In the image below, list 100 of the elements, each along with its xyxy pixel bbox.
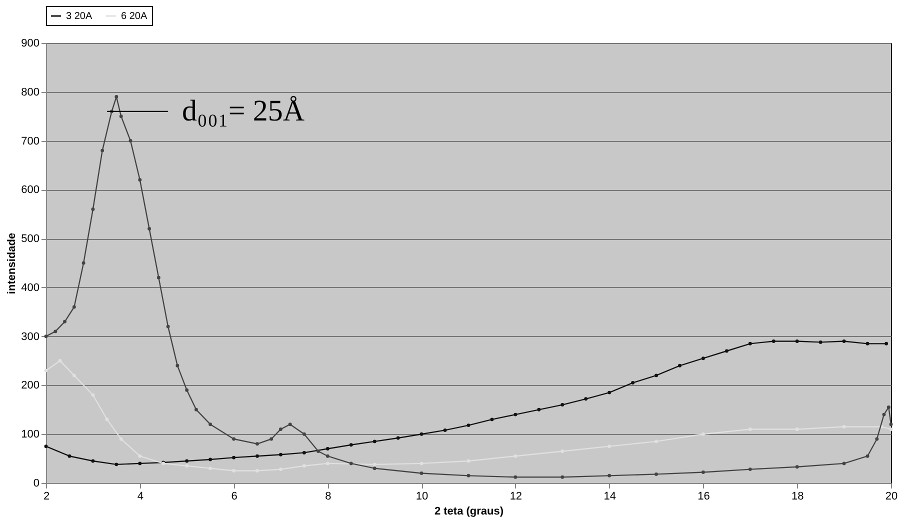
point (608, 474, 612, 478)
point (119, 114, 123, 118)
point (128, 139, 132, 143)
point (560, 475, 564, 479)
point (701, 432, 705, 436)
point (443, 428, 447, 432)
x-tick-label: 6 (231, 490, 238, 502)
point (882, 412, 886, 416)
point (232, 456, 236, 460)
point (372, 462, 376, 466)
point (889, 427, 893, 431)
point (349, 462, 353, 466)
point (678, 364, 682, 368)
point (396, 436, 400, 440)
point (795, 339, 799, 343)
y-tick-label: 400 (21, 282, 40, 294)
point (654, 472, 658, 476)
point (208, 458, 212, 462)
x-tick-label: 12 (510, 490, 522, 502)
point (748, 468, 752, 472)
point (490, 418, 494, 422)
point (316, 449, 320, 453)
point (514, 412, 518, 416)
point (100, 148, 104, 152)
x-tick-label: 16 (698, 490, 710, 502)
point (701, 470, 705, 474)
y-tick-label: 700 (21, 135, 40, 148)
x-tick-label: 4 (137, 490, 144, 502)
annotation: d₀₀₁= 25Å (182, 94, 305, 128)
x-tick-label: 14 (604, 490, 616, 502)
point (232, 437, 236, 441)
point (466, 474, 470, 478)
point (54, 330, 58, 334)
point (288, 422, 292, 426)
point (91, 459, 95, 463)
point (842, 339, 846, 343)
point (194, 408, 198, 412)
y-tick-label: 0 (33, 478, 40, 490)
point (326, 454, 330, 458)
point (166, 324, 170, 328)
point (514, 475, 518, 479)
point (302, 432, 306, 436)
point (82, 261, 86, 265)
y-tick-label: 200 (21, 380, 40, 392)
point (326, 447, 330, 451)
point (138, 178, 142, 182)
point (724, 349, 728, 353)
point (866, 454, 870, 458)
y-tick-label: 300 (21, 330, 40, 343)
point (466, 424, 470, 428)
point (208, 422, 212, 426)
point (349, 443, 353, 447)
point (884, 342, 888, 346)
point (185, 388, 189, 392)
x-tick-label: 20 (885, 490, 898, 502)
y-axis-title: intensidade (6, 232, 18, 294)
x-axis-title: 2 teta (graus) (434, 506, 504, 518)
point (560, 403, 564, 407)
point (270, 437, 274, 441)
y-tick-label: 900 (21, 38, 40, 50)
point (818, 340, 822, 344)
point (795, 465, 799, 469)
point (420, 471, 424, 475)
y-tick-label: 600 (21, 184, 40, 196)
point (886, 405, 890, 409)
y-tick-label: 500 (21, 233, 40, 246)
point (72, 305, 76, 309)
point (185, 459, 189, 463)
point (176, 364, 180, 368)
point (631, 381, 635, 385)
point (278, 452, 282, 456)
legend-label: 3 20A (66, 11, 92, 22)
point (654, 374, 658, 378)
point (156, 276, 160, 280)
point (68, 454, 72, 458)
point (772, 339, 776, 343)
point (701, 356, 705, 360)
point (866, 342, 870, 346)
point (420, 432, 424, 436)
point (256, 454, 259, 458)
y-tick-label: 100 (21, 428, 40, 441)
point (537, 408, 541, 412)
point (372, 440, 376, 444)
point (584, 397, 588, 401)
x-tick-label: 18 (791, 490, 804, 502)
point (372, 466, 376, 470)
point (91, 207, 95, 211)
point (63, 320, 67, 324)
legend-label: 6 20A (121, 11, 148, 22)
y-tick-label: 800 (21, 86, 40, 98)
point (138, 462, 142, 466)
point (608, 390, 612, 394)
x-tick-label: 8 (325, 490, 332, 502)
point (114, 462, 118, 466)
x-tick-label: 10 (416, 490, 428, 502)
x-tick-label: 2 (43, 490, 50, 502)
point (256, 442, 259, 446)
point (875, 437, 879, 441)
point (278, 427, 282, 431)
point (302, 450, 306, 454)
